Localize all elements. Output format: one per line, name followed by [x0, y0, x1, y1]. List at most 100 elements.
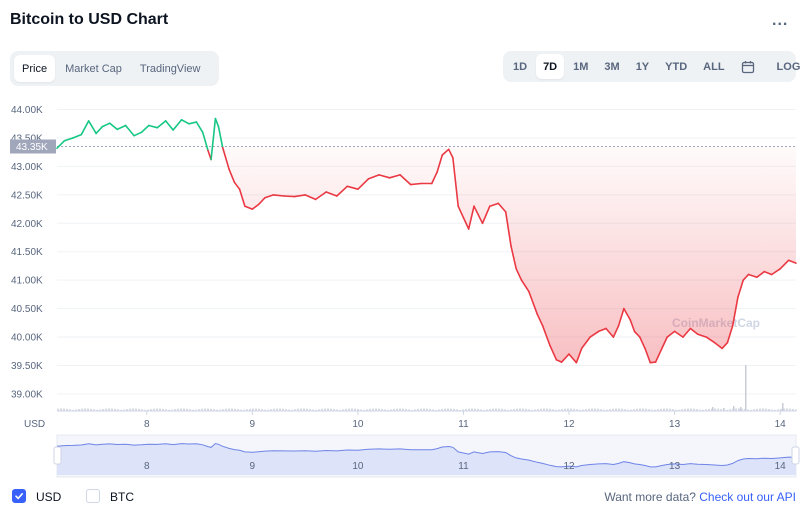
page-title: Bitcoin to USD Chart	[10, 11, 169, 28]
volume-bar	[105, 408, 107, 411]
y-tick-label: 39.00K	[11, 389, 43, 400]
volume-bar	[723, 408, 725, 411]
price-segment	[520, 279, 530, 293]
volume-bar	[456, 409, 458, 411]
volume-bar	[747, 409, 749, 411]
volume-bar	[588, 408, 590, 411]
volume-bar	[189, 409, 191, 411]
price-segment	[264, 194, 275, 199]
volume-bar	[282, 408, 284, 411]
volume-bar	[72, 409, 74, 411]
volume-bar	[740, 407, 742, 411]
volume-bar	[745, 365, 747, 411]
volume-bar	[372, 408, 374, 411]
x-tick-label: 13	[669, 419, 681, 430]
volume-bars	[57, 365, 797, 411]
volume-bar	[384, 409, 386, 411]
api-promo-text: Want more data?	[604, 490, 700, 504]
volume-bar	[471, 408, 473, 411]
navigator-line	[56, 442, 797, 468]
price-segment	[95, 125, 104, 135]
volume-bar	[733, 406, 735, 411]
volume-bar	[426, 408, 428, 411]
price-segment	[251, 203, 260, 210]
volume-bar	[534, 409, 536, 411]
price-chart[interactable]: 44.00K 43.50K 43.00K 42.50K 42.00K 41.50K 41.0…	[0, 90, 812, 482]
range-ytd[interactable]: YTD	[665, 60, 688, 73]
volume-bar	[561, 409, 563, 411]
range-navigator[interactable]: 8 9 10 11 12 13 14	[53, 434, 800, 478]
volume-bar	[108, 408, 110, 411]
price-segment	[770, 268, 782, 276]
volume-bar	[366, 409, 368, 411]
price-segment	[441, 148, 450, 156]
tab-market-cap[interactable]: Market Cap	[65, 62, 122, 75]
tab-price[interactable]: Price	[14, 55, 56, 82]
volume-bar	[417, 408, 419, 411]
volume-bar	[519, 408, 521, 411]
price-segment	[515, 268, 523, 281]
price-segment	[304, 194, 317, 201]
volume-bar	[192, 409, 194, 411]
price-segment	[272, 194, 285, 197]
price-segment	[452, 157, 460, 207]
volume-bar	[84, 408, 86, 411]
range-all[interactable]: ALL	[703, 60, 725, 73]
volume-bar	[219, 409, 221, 411]
price-segment	[555, 358, 563, 363]
volume-bar	[654, 409, 656, 411]
volume-bar	[612, 408, 614, 411]
x-tick-label: 14	[775, 419, 787, 430]
volume-bar	[582, 409, 584, 411]
navigator-handle-left[interactable]	[53, 446, 62, 465]
volume-bar	[741, 408, 743, 411]
btc-checkbox[interactable]	[86, 489, 100, 503]
x-tick-label: 11	[458, 419, 469, 430]
volume-bar	[465, 408, 467, 411]
range-1m[interactable]: 1M	[573, 60, 589, 73]
volume-bar	[672, 409, 674, 411]
range-3m[interactable]: 3M	[604, 60, 620, 73]
volume-bar	[243, 409, 245, 411]
range-1d[interactable]: 1D	[513, 60, 528, 73]
volume-bar	[396, 408, 398, 411]
price-segment	[654, 347, 663, 363]
volume-bar	[381, 408, 383, 411]
price-segment	[737, 279, 745, 298]
range-1y[interactable]: 1Y	[635, 60, 650, 73]
volume-bar	[720, 409, 722, 411]
price-segment	[335, 185, 349, 197]
volume-bar	[651, 409, 653, 411]
volume-bar	[684, 408, 686, 411]
price-segment	[133, 131, 143, 137]
volume-bar	[543, 408, 545, 411]
range-7d[interactable]: 7D	[536, 54, 565, 79]
usd-checkbox[interactable]	[12, 489, 26, 503]
volume-bar	[630, 409, 632, 411]
volume-bar	[783, 408, 785, 411]
tab-tradingview[interactable]: TradingView	[139, 62, 201, 75]
navigator-handle-right[interactable]	[791, 446, 800, 465]
more-icon[interactable]: ...	[772, 12, 789, 29]
volume-bar	[531, 409, 533, 411]
volume-bar	[429, 408, 431, 411]
price-segment	[124, 124, 135, 137]
volume-bar	[360, 409, 362, 411]
volume-bar	[516, 408, 518, 411]
volume-bar	[126, 409, 128, 411]
volume-bar	[555, 409, 557, 411]
volume-bar	[782, 403, 784, 411]
log-scale-toggle[interactable]: LOG	[776, 60, 801, 73]
y-tick-label: 44.00K	[11, 105, 43, 116]
price-segment	[649, 361, 657, 364]
volume-bar	[585, 409, 587, 411]
price-segment	[156, 120, 167, 129]
volume-bar	[93, 409, 95, 411]
date-picker-button[interactable]	[734, 54, 762, 79]
price-segment	[721, 341, 729, 350]
volume-bar	[717, 408, 719, 411]
api-link[interactable]: Check out our API	[699, 490, 796, 504]
price-line	[56, 117, 797, 364]
price-segment	[80, 120, 90, 136]
price-segment	[63, 137, 74, 142]
